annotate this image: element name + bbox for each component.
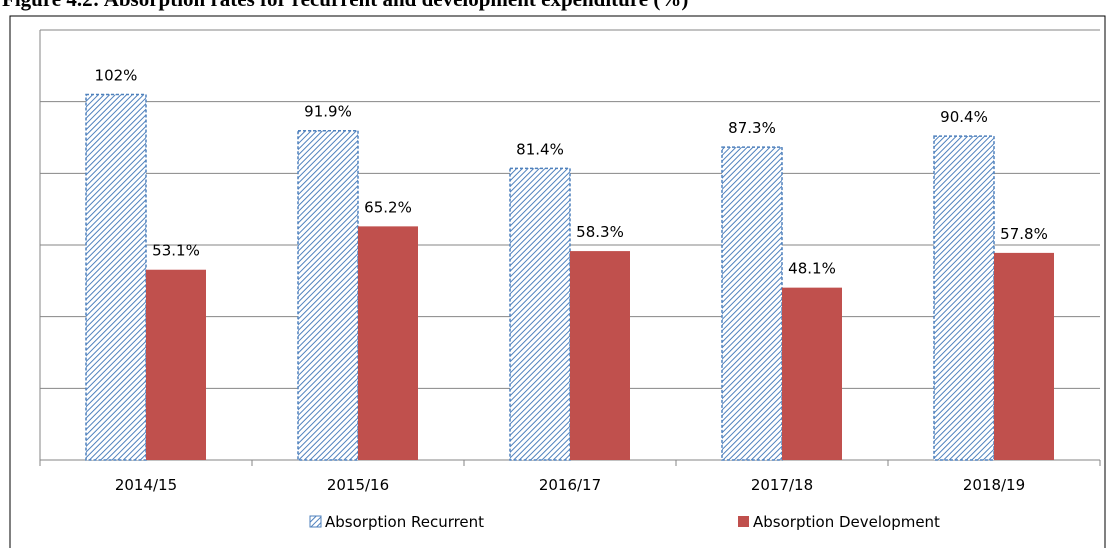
value-label: 53.1% [152,242,200,260]
bar [721,146,783,461]
x-tick-label: 2016/17 [539,476,601,494]
bar [994,252,1054,460]
value-label: 65.2% [364,198,412,216]
x-tick-label: 2018/19 [963,476,1025,494]
value-label: 90.4% [940,108,988,126]
x-tick-label: 2015/16 [327,476,389,494]
bar [570,251,630,460]
bar [782,287,842,460]
value-label: 87.3% [728,119,776,137]
value-label: 91.9% [304,103,352,121]
value-label: 48.1% [788,260,836,278]
value-label: 57.8% [1000,225,1048,243]
bar [509,167,571,461]
value-label: 81.4% [516,140,564,158]
bar [85,93,147,461]
bar [933,135,995,461]
chart-title: Figure 4.2: Absorption rates for recurre… [2,0,688,11]
legend-swatch [309,515,322,528]
value-label: 102% [95,67,138,85]
bar [297,129,359,461]
x-tick-label: 2014/15 [115,476,177,494]
legend-swatch [738,516,749,527]
x-tick-label: 2017/18 [751,476,813,494]
legend-label: Absorption Recurrent [325,513,484,531]
legend-label: Absorption Development [753,513,940,531]
value-label: 58.3% [576,223,624,241]
bar [358,226,418,460]
chart-frame [9,15,1106,548]
bar [146,269,206,460]
